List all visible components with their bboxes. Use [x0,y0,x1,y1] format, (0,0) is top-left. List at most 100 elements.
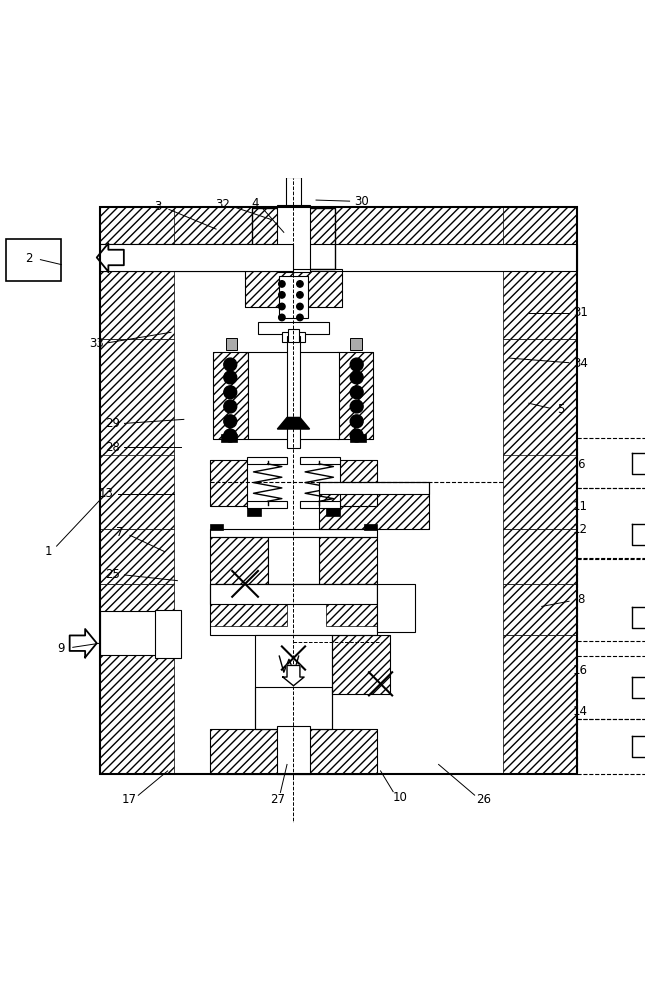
Circle shape [279,314,285,321]
Text: 28: 28 [105,441,121,454]
Text: 31: 31 [573,306,588,319]
Bar [6,239,61,281]
Bar [377,584,415,632]
Bar [319,537,377,584]
Circle shape [350,371,363,384]
Bar [226,338,237,350]
Bar [503,207,577,339]
Text: 27: 27 [270,793,285,806]
Bar [340,460,377,506]
Text: 2: 2 [25,252,33,265]
Bar [350,338,362,350]
Bar [155,610,181,658]
Text: 11: 11 [573,500,588,513]
Bar [319,482,429,529]
Bar [247,508,261,516]
Bar [210,537,268,584]
Text: 9: 9 [57,642,65,655]
Circle shape [224,386,237,399]
Circle shape [224,371,237,384]
Text: 16: 16 [573,664,588,677]
Bar [100,207,174,339]
Bar [245,269,342,306]
Bar [503,339,577,458]
Bar [247,501,287,508]
Bar [340,460,377,506]
Text: 29: 29 [105,417,121,430]
Text: 26: 26 [476,793,491,806]
Polygon shape [632,448,645,479]
Text: 12: 12 [573,523,588,536]
Text: 7: 7 [115,526,123,539]
Bar [210,460,247,506]
Circle shape [297,292,303,298]
Bar [282,332,305,342]
Bar [300,457,340,464]
Bar [297,687,332,729]
Bar [287,336,300,448]
Bar [210,460,247,506]
Bar [245,269,342,306]
Bar [577,438,645,488]
Bar [100,207,577,244]
Bar [100,207,577,774]
Circle shape [279,292,285,298]
Text: 4: 4 [251,197,259,210]
Bar [100,339,174,458]
Bar [577,488,645,559]
Bar [210,537,268,584]
Bar [210,529,377,537]
Bar [100,635,174,774]
Bar [268,537,319,584]
Bar [300,501,340,508]
Bar [100,529,174,584]
Bar [577,719,645,774]
Bar [100,207,577,271]
Polygon shape [632,602,645,633]
Bar [503,455,577,529]
Text: 3: 3 [154,200,162,213]
Bar [337,352,373,439]
Bar [248,352,339,439]
Polygon shape [632,731,645,762]
Bar [277,205,310,272]
Text: 6: 6 [577,458,584,471]
Polygon shape [632,519,645,550]
Polygon shape [97,243,124,272]
Bar [252,208,335,269]
Circle shape [279,303,285,310]
Bar [503,584,577,635]
Bar [210,604,287,626]
Bar [286,178,301,207]
Text: 5: 5 [557,403,565,416]
Bar [210,584,377,604]
Bar [577,558,645,641]
Bar [319,537,377,584]
Text: 30: 30 [354,195,368,208]
Bar [100,244,577,271]
Bar [100,455,174,529]
Text: 13: 13 [99,487,114,500]
Circle shape [297,303,303,310]
Circle shape [224,400,237,413]
Circle shape [279,281,285,287]
Circle shape [224,358,237,371]
Bar [288,329,299,342]
Bar [279,276,308,318]
Bar [100,611,174,655]
Bar [210,729,377,774]
Bar [255,635,332,729]
Bar [503,529,577,584]
Text: 10: 10 [392,791,408,804]
Bar [210,729,377,774]
Bar [255,687,332,729]
Bar [252,208,335,269]
Bar [213,352,248,439]
Text: 25: 25 [105,568,121,581]
Circle shape [350,400,363,413]
Bar [247,457,287,464]
Bar [258,322,329,334]
Text: 33: 33 [90,337,104,350]
Bar [326,508,340,516]
Bar [319,494,429,529]
